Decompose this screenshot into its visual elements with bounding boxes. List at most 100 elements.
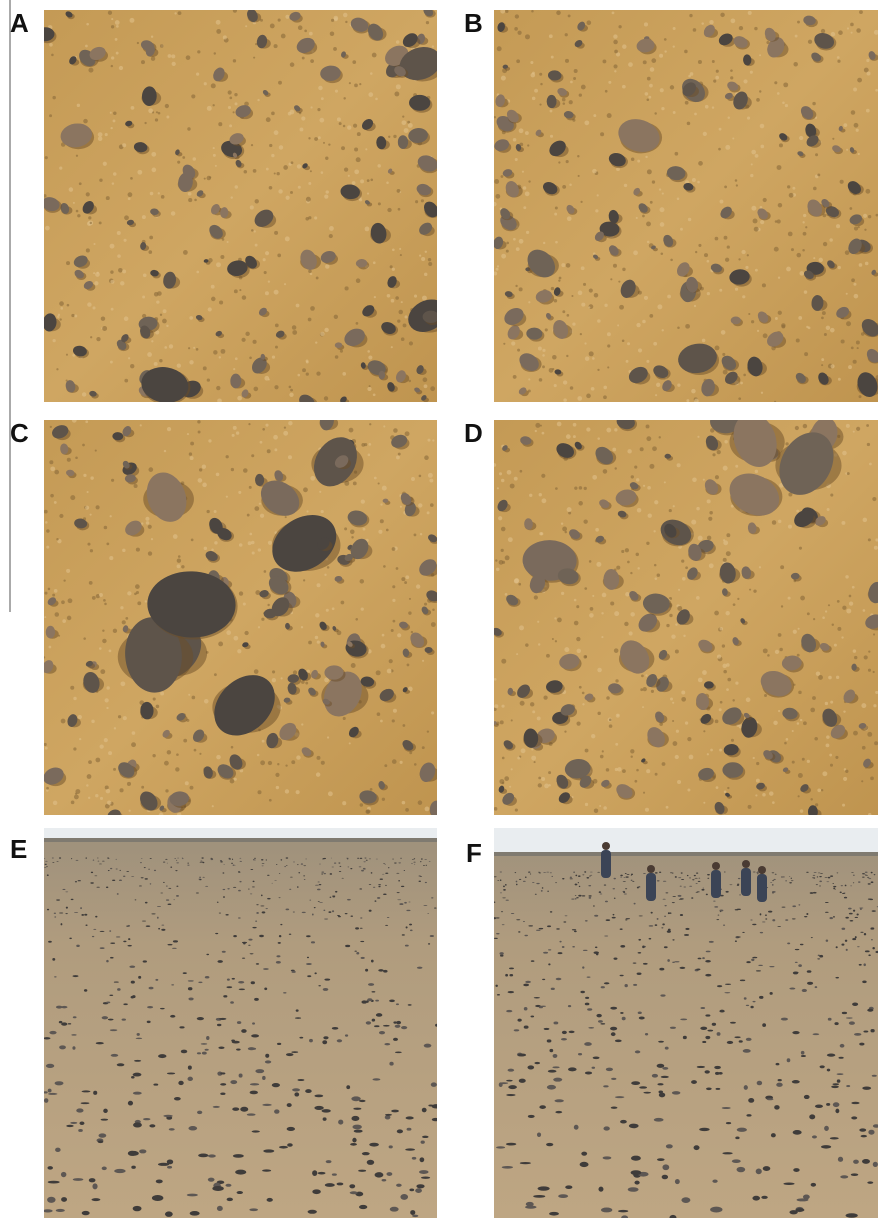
stone bbox=[859, 1128, 866, 1131]
stone bbox=[219, 1018, 226, 1020]
stone bbox=[56, 1209, 65, 1212]
stone bbox=[250, 894, 252, 895]
stone bbox=[143, 1118, 151, 1120]
stone bbox=[248, 945, 250, 946]
stone bbox=[328, 911, 331, 913]
sand-grain bbox=[694, 399, 699, 404]
sand-grain bbox=[304, 30, 307, 33]
sand-grain bbox=[349, 82, 351, 84]
sand-grain bbox=[253, 340, 257, 344]
stone bbox=[559, 941, 561, 943]
sand-grain bbox=[812, 696, 816, 700]
stone bbox=[639, 915, 643, 916]
stone bbox=[681, 1197, 690, 1203]
sand-grain bbox=[253, 169, 257, 173]
sand-grain bbox=[845, 250, 850, 255]
sand-grain bbox=[152, 168, 157, 173]
stone bbox=[603, 1085, 608, 1087]
sand-grain bbox=[308, 641, 312, 645]
sand-grain bbox=[519, 128, 524, 133]
stone bbox=[299, 1037, 303, 1039]
sand-grain bbox=[353, 482, 357, 486]
sand-grain bbox=[211, 297, 216, 302]
sand-grain bbox=[607, 366, 609, 368]
stone bbox=[289, 934, 292, 935]
sand-grain bbox=[715, 719, 719, 723]
stone bbox=[384, 864, 386, 865]
stone bbox=[546, 872, 549, 873]
stone bbox=[202, 862, 204, 863]
stone bbox=[66, 1125, 73, 1127]
sand-grain bbox=[823, 242, 827, 246]
stone bbox=[842, 1012, 847, 1014]
sand-grain bbox=[666, 624, 669, 627]
sand-grain bbox=[627, 449, 631, 453]
sand-grain bbox=[601, 612, 603, 614]
stone bbox=[98, 1140, 104, 1143]
sand-grain bbox=[292, 330, 297, 335]
sand-grain bbox=[315, 613, 319, 617]
stone bbox=[188, 1126, 197, 1130]
stone bbox=[546, 1143, 553, 1146]
stone bbox=[332, 896, 335, 897]
sand-grain bbox=[852, 586, 855, 589]
sand-grain bbox=[429, 479, 433, 483]
sand-grain bbox=[846, 609, 851, 614]
sand-grain bbox=[237, 649, 241, 653]
sand-grain bbox=[279, 145, 283, 149]
sand-grain bbox=[233, 426, 237, 430]
sand-grain bbox=[191, 94, 195, 98]
sand-grain bbox=[380, 519, 384, 523]
stone bbox=[850, 920, 854, 921]
stone bbox=[80, 907, 82, 909]
stone bbox=[385, 925, 388, 926]
sand-grain bbox=[642, 706, 644, 708]
sand-grain bbox=[278, 189, 282, 193]
stone bbox=[119, 879, 122, 881]
sand-grain bbox=[709, 511, 712, 514]
stone bbox=[499, 952, 503, 955]
sand-grain bbox=[75, 456, 78, 459]
sand-grain bbox=[46, 787, 49, 790]
sand-grain bbox=[251, 454, 254, 457]
sand-grain bbox=[88, 68, 93, 73]
sand-grain bbox=[408, 123, 413, 128]
sand-grain bbox=[278, 19, 281, 22]
sand-grain bbox=[615, 679, 618, 682]
stone bbox=[737, 885, 739, 886]
stone bbox=[255, 1069, 264, 1073]
sand-grain bbox=[778, 277, 780, 279]
stone bbox=[826, 881, 829, 882]
sand-grain bbox=[685, 566, 688, 569]
sand-grain bbox=[45, 747, 48, 750]
stone bbox=[651, 912, 653, 914]
stone bbox=[408, 1004, 412, 1006]
stone bbox=[817, 958, 820, 959]
stone bbox=[267, 1198, 273, 1202]
sand-grain bbox=[254, 506, 259, 511]
sand-grain bbox=[584, 342, 586, 344]
sand-grain bbox=[211, 549, 214, 552]
sand-grain bbox=[233, 111, 235, 113]
sand-grain bbox=[825, 610, 827, 612]
sand-grain bbox=[861, 703, 866, 708]
sand-grain bbox=[569, 183, 572, 186]
stone bbox=[544, 1028, 550, 1030]
sand-grain bbox=[660, 88, 664, 92]
sand-grain bbox=[428, 262, 432, 266]
sand-grain bbox=[106, 707, 108, 709]
sand-grain bbox=[803, 721, 807, 725]
sand-grain bbox=[618, 281, 620, 283]
sand-grain bbox=[693, 28, 697, 32]
stone bbox=[552, 1066, 559, 1068]
sand-grain bbox=[131, 106, 135, 110]
stone bbox=[596, 953, 598, 956]
stone bbox=[680, 967, 686, 969]
sand-grain bbox=[830, 328, 835, 333]
sand-grain bbox=[613, 40, 617, 44]
stone bbox=[392, 859, 393, 860]
stone bbox=[600, 894, 603, 895]
sand-grain bbox=[333, 47, 337, 51]
sand-grain bbox=[701, 22, 703, 24]
sand-grain bbox=[585, 749, 589, 753]
